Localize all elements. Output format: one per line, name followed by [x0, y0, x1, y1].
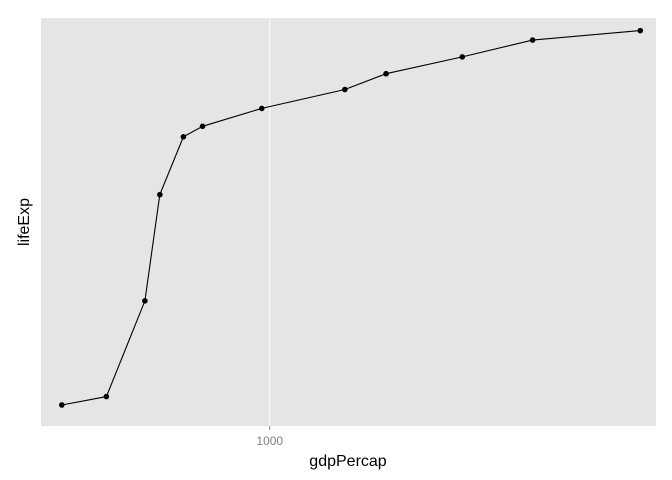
data-point [180, 134, 187, 140]
series-line-group [61, 30, 641, 406]
data-point [59, 402, 65, 408]
data-point [258, 105, 265, 112]
data-point [157, 191, 163, 198]
data-point [142, 298, 148, 304]
data-point [342, 86, 348, 93]
data-point [529, 37, 536, 43]
data-point [459, 54, 466, 60]
data-point [637, 27, 644, 34]
x-axis-title: gdpPercap [309, 453, 386, 470]
data-point [199, 123, 206, 130]
y-axis-title: lifeExp [16, 198, 33, 246]
plot-panel [41, 18, 656, 426]
x-tick-label: 1000 [256, 434, 283, 448]
data-point [103, 393, 110, 400]
series-line [61, 30, 641, 406]
x-tick-labels: 1000 [256, 426, 283, 448]
data-point [383, 70, 389, 77]
data-points [59, 27, 644, 408]
